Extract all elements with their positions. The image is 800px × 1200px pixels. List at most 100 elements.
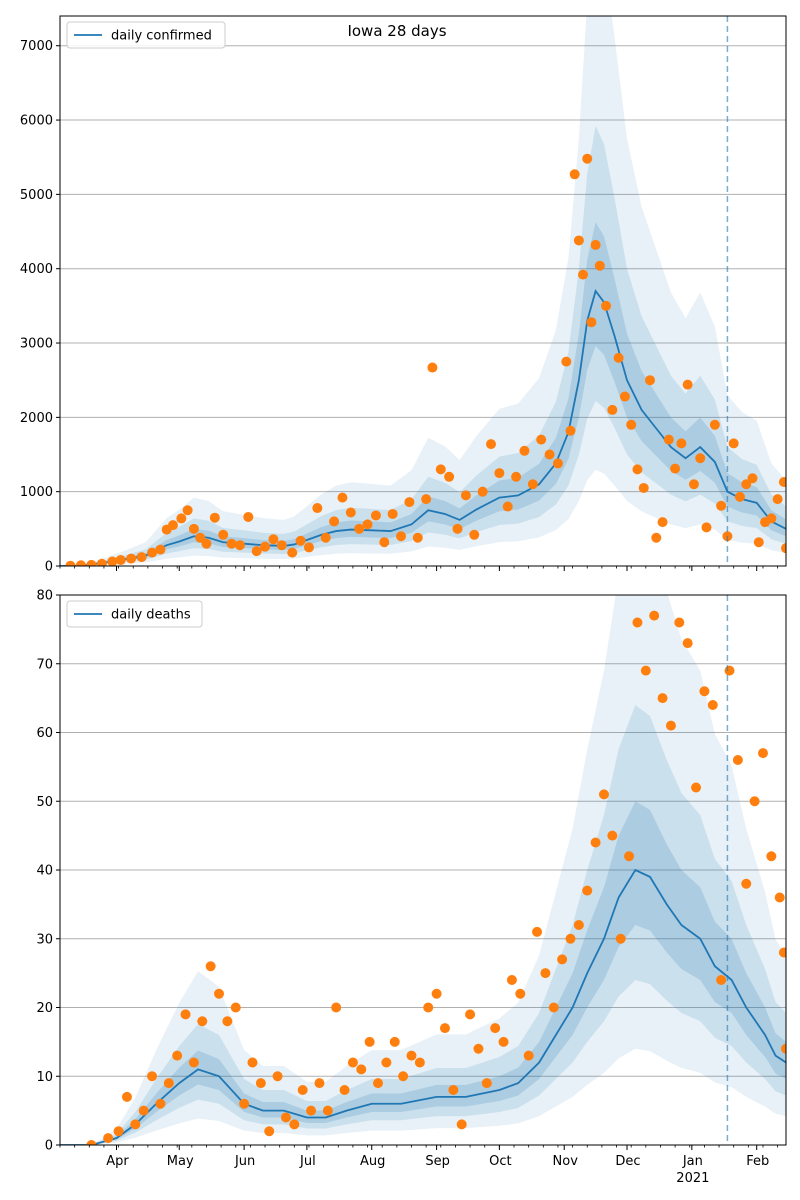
data-point (398, 1071, 409, 1082)
data-point (502, 501, 513, 512)
data-point (515, 988, 526, 999)
data-point (465, 1009, 476, 1020)
data-point (473, 1043, 484, 1054)
legend: daily confirmed (66, 21, 226, 49)
data-point (688, 479, 699, 490)
data-point (682, 379, 693, 390)
data-point (337, 492, 348, 503)
data-point (107, 556, 118, 566)
data-point (260, 541, 271, 552)
data-point (347, 1057, 358, 1068)
x-tick-label: Dec (615, 1154, 640, 1169)
data-point (590, 239, 601, 250)
chart-daily-deaths: 0 10 20 30 40 50 60 70 80 Apr May Jun Jul Aug Sep Oct No… (36, 589, 787, 1186)
data-point (772, 494, 783, 505)
data-point (421, 494, 432, 505)
data-point (389, 1036, 400, 1047)
x-tick-label: Oct (489, 1154, 511, 1169)
data-point (452, 523, 463, 534)
data-point (582, 153, 593, 164)
data-point (176, 513, 187, 524)
data-point (297, 1085, 308, 1095)
data-point (439, 1023, 450, 1034)
data-point (130, 1119, 141, 1130)
data-point (532, 926, 543, 937)
data-point (113, 1126, 124, 1137)
data-point (594, 260, 605, 271)
y-tick-label: 6000 (20, 114, 53, 129)
data-point (414, 1057, 425, 1068)
data-point (86, 559, 97, 566)
data-point (632, 617, 643, 628)
data-point (234, 540, 245, 551)
x-tick-label: Feb (746, 1154, 769, 1169)
legend-label: daily confirmed (111, 29, 212, 44)
data-point (766, 851, 777, 862)
data-point (481, 1078, 492, 1089)
x-tick-label: Jul (299, 1154, 316, 1169)
data-point (163, 1078, 174, 1089)
data-point (255, 1078, 266, 1089)
data-point (427, 362, 438, 373)
legend-label: daily deaths (111, 608, 191, 623)
data-point (121, 1091, 132, 1102)
data-point (136, 552, 147, 563)
data-point (536, 434, 547, 445)
data-point (557, 954, 568, 965)
data-point (781, 1043, 786, 1054)
y-tick-label: 5000 (20, 188, 53, 203)
data-point (607, 830, 618, 841)
data-point (651, 532, 662, 543)
data-point (247, 1057, 258, 1068)
data-point (96, 558, 107, 566)
y-tick-label: 2000 (20, 411, 53, 426)
y-tick-label: 20 (36, 1001, 53, 1016)
y-tick-label: 40 (36, 864, 53, 879)
chart-daily-confirmed: 0 1000 2000 3000 4000 5000 6000 7000 daily confi… (20, 15, 787, 575)
data-point (578, 269, 589, 280)
data-point (226, 538, 237, 549)
data-point (205, 961, 216, 972)
data-point (665, 720, 676, 731)
data-point (448, 1085, 459, 1095)
data-point (180, 1009, 191, 1020)
data-point (456, 1119, 467, 1130)
data-point (469, 529, 480, 540)
data-point (552, 458, 563, 469)
data-point (222, 1016, 233, 1027)
data-point (354, 523, 365, 534)
data-point (632, 464, 643, 475)
data-point (412, 532, 423, 543)
data-point (607, 404, 618, 415)
data-point (699, 686, 710, 697)
data-point (251, 546, 262, 557)
data-point (306, 1105, 317, 1116)
data-point (590, 837, 601, 848)
data-point (362, 519, 373, 530)
series-line (60, 868, 786, 1145)
data-point (239, 1098, 250, 1109)
uncertainty-band (60, 595, 786, 1145)
data-point (197, 1016, 208, 1027)
data-point (619, 391, 630, 402)
data-point (115, 555, 126, 566)
data-point (569, 169, 580, 180)
data-point (65, 560, 76, 566)
data-point (498, 1036, 509, 1047)
data-point (155, 1098, 166, 1109)
data-point (387, 508, 398, 519)
data-point (691, 782, 702, 793)
data-point (638, 482, 649, 493)
y-tick-label: 1000 (20, 485, 53, 500)
x-tick-label: May (167, 1154, 194, 1169)
data-point (155, 544, 166, 555)
data-point (747, 473, 758, 484)
data-point (663, 434, 674, 445)
data-point (548, 1002, 559, 1013)
data-point (320, 532, 331, 543)
data-point (147, 1071, 158, 1082)
data-point (774, 892, 785, 903)
data-point (519, 445, 530, 456)
data-point (527, 479, 538, 490)
data-point (406, 1050, 417, 1061)
